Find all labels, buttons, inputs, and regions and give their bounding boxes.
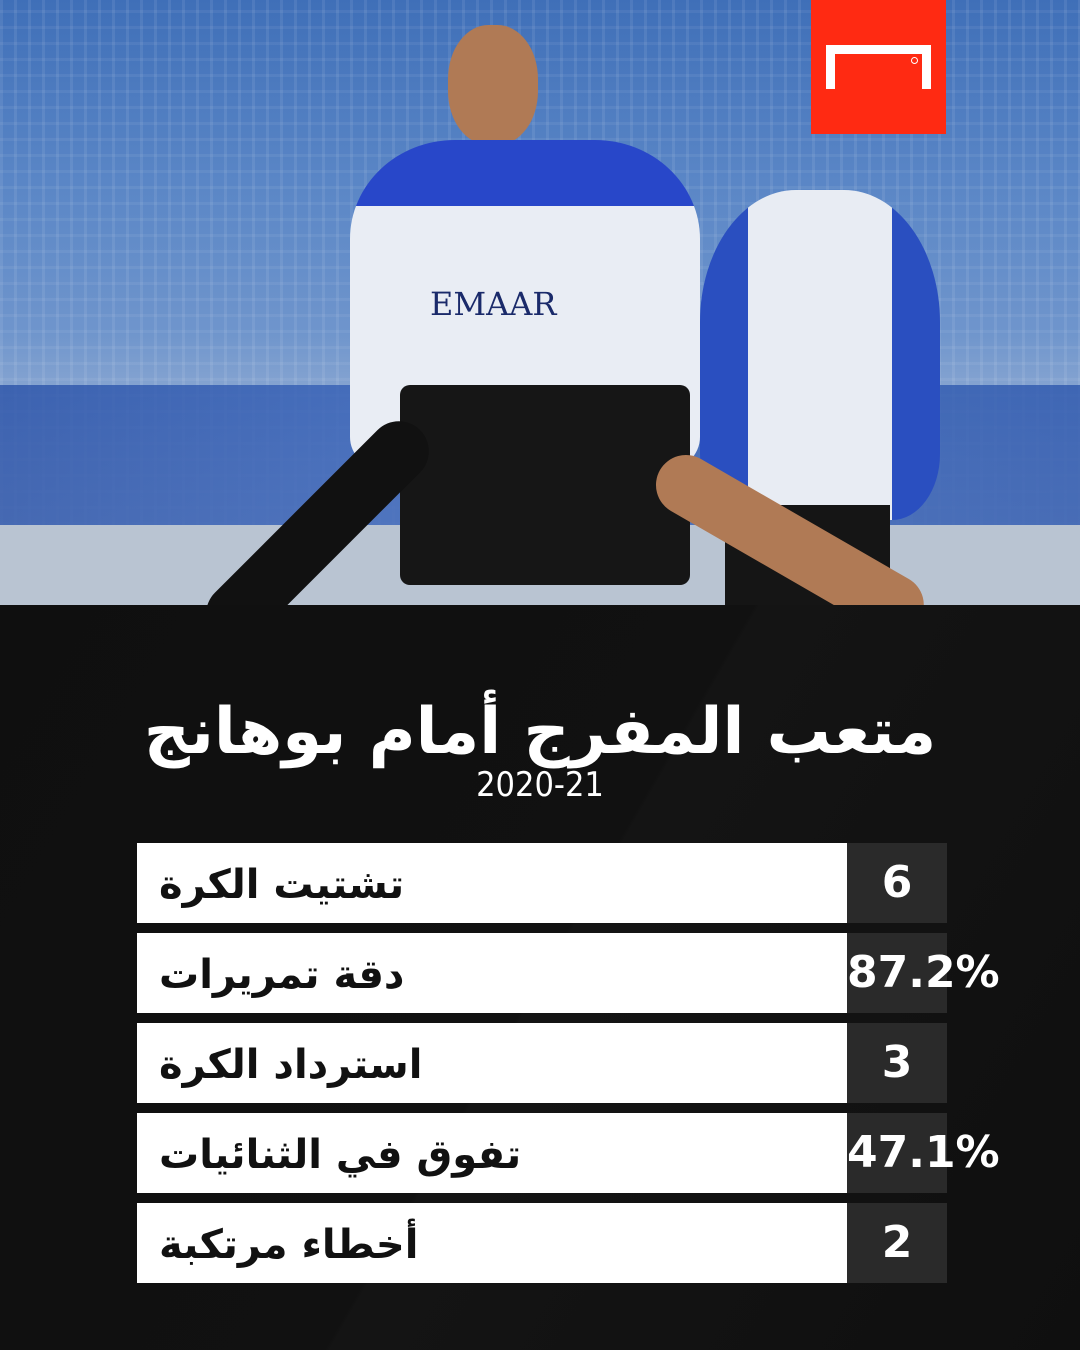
stat-row: استرداد الكرة 3 [137, 1023, 947, 1103]
jersey-sponsor: EMAAR [430, 285, 557, 323]
stat-row: أخطاء مرتكبة 2 [137, 1203, 947, 1283]
season-label: 2020-21 [476, 765, 604, 805]
stat-label: استرداد الكرة [137, 1023, 847, 1103]
stat-row: تشتيت الكرة 6 [137, 843, 947, 923]
stat-row: دقة تمريرات 87.2% [137, 933, 1000, 1013]
stat-value: 6 [847, 843, 947, 923]
stat-value: 2 [847, 1203, 947, 1283]
stat-label: تفوق في الثنائيات [137, 1113, 847, 1193]
stat-label: تشتيت الكرة [137, 843, 847, 923]
player-head [448, 25, 538, 145]
player-shorts [400, 385, 690, 585]
ball-icon [911, 57, 918, 64]
background-player [700, 190, 940, 520]
stat-value: 47.1% [847, 1113, 1000, 1193]
stat-label: دقة تمريرات [137, 933, 847, 1013]
stat-row: تفوق في الثنائيات 47.1% [137, 1113, 1000, 1193]
goal-frame-icon [826, 45, 931, 89]
page-title: متعب المفرج أمام بوهانج [143, 695, 937, 769]
stat-value: 3 [847, 1023, 947, 1103]
stat-value: 87.2% [847, 933, 1000, 1013]
stat-label: أخطاء مرتكبة [137, 1203, 847, 1283]
goal-logo [811, 0, 946, 134]
